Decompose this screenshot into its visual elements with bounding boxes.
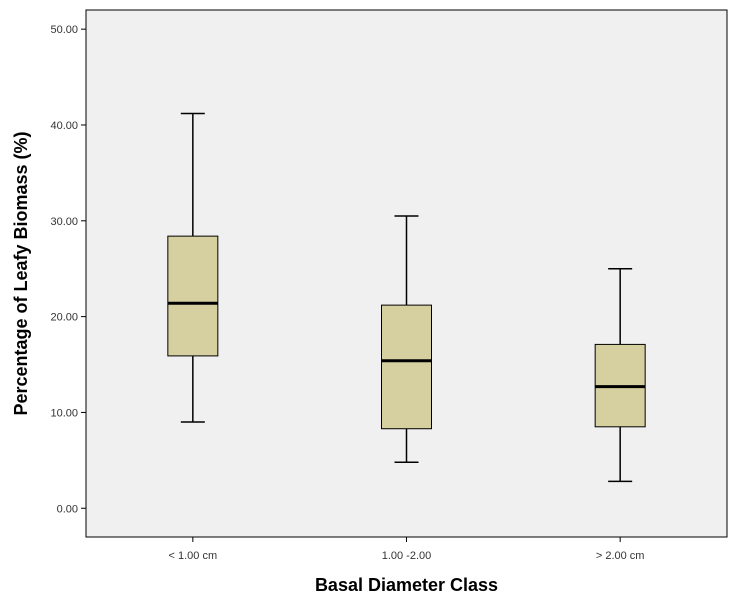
x-axis: < 1.00 cm 1.00 -2.00 > 2.00 cm — [169, 537, 645, 562]
x-axis-title: Basal Diameter Class — [315, 575, 498, 595]
y-tick-label: 10.00 — [50, 407, 78, 419]
x-tick-label: > 2.00 cm — [596, 550, 645, 562]
y-tick-label: 20.00 — [50, 312, 78, 324]
boxes — [167, 112, 646, 483]
interquartile-box — [381, 304, 432, 430]
y-axis: 0.00 10.00 20.00 30.00 40.00 50.00 — [50, 24, 86, 515]
y-axis-title: Percentage of Leafy Biomass (%) — [11, 131, 31, 415]
y-tick-label: 50.00 — [50, 24, 78, 36]
x-tick-label: 1.00 -2.00 — [382, 550, 432, 562]
interquartile-box — [167, 235, 219, 357]
box-1 — [167, 112, 219, 423]
y-tick-label: 30.00 — [50, 216, 78, 228]
y-tick-label: 0.00 — [57, 503, 78, 515]
y-tick-label: 40.00 — [50, 120, 78, 132]
box-2 — [381, 215, 432, 464]
x-tick-label: < 1.00 cm — [169, 550, 218, 562]
box-3 — [594, 267, 646, 483]
